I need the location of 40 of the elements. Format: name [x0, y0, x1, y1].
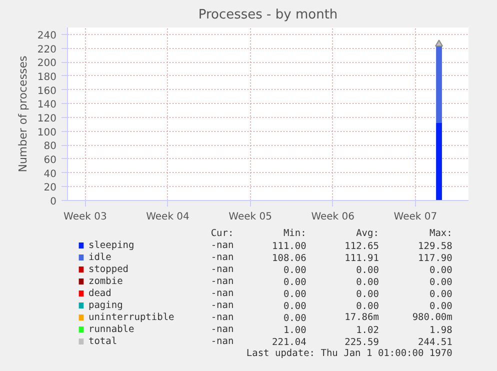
- text: -nan 111.00 112.65 129.58: [210, 240, 452, 252]
- legend-label: stopped: [88, 264, 129, 275]
- x-tick-label: Week 05: [228, 212, 272, 222]
- x-tick-label: Week 03: [64, 212, 107, 222]
- legend-label: sleeping: [88, 240, 134, 251]
- x-tick-label: Week 07: [394, 212, 438, 222]
- legend-label: paging: [88, 300, 123, 311]
- legend-label: zombie: [88, 276, 124, 287]
- y-axis-title: Number of processes: [16, 55, 30, 172]
- text: -nan 108.06 111.91 117.90: [210, 252, 452, 264]
- text: -nan 0.00 0.00 0.00: [210, 276, 452, 288]
- text: -nan 1.00 1.02 1.98: [210, 324, 452, 336]
- y-tick-label: 100: [37, 127, 57, 138]
- y-tick-label: 60: [44, 154, 57, 166]
- y-tick-label: 200: [37, 58, 57, 70]
- y-tick-label: 160: [37, 86, 57, 97]
- text: Last update: Thu Jan 1 01:00:00 1970: [246, 348, 453, 359]
- x-tick-label: Week 04: [146, 212, 190, 222]
- y-tick-label: 120: [37, 113, 57, 124]
- legend-label: total: [88, 336, 118, 347]
- y-tick-label: 140: [37, 100, 57, 111]
- y-tick-label: 0: [50, 196, 57, 208]
- legend-label: idle: [88, 252, 112, 263]
- y-tick-label: 40: [44, 168, 57, 180]
- legend-label: runnable: [88, 324, 135, 335]
- x-tick-label: Week 06: [311, 212, 355, 222]
- legend-label: uninterruptible: [88, 312, 175, 323]
- y-tick-label: 180: [37, 72, 57, 83]
- legend-label: dead: [88, 288, 112, 299]
- y-tick-label: 80: [44, 141, 57, 152]
- text: -nan 0.00 0.00 0.00: [210, 300, 452, 312]
- text: -nan 0.00 0.00 0.00: [210, 264, 452, 276]
- y-tick-label: 20: [44, 182, 57, 194]
- text: -nan 0.00 0.00 0.00: [210, 288, 452, 300]
- y-tick-label: 240: [37, 30, 57, 42]
- chart-title: Processes - by month: [198, 8, 338, 22]
- text: -nan 221.04 225.59 244.51: [210, 336, 452, 348]
- y-tick-label: 220: [37, 44, 57, 56]
- text: Cur: Min: Avg: Max:: [210, 228, 452, 239]
- text: -nan 0.00 17.86m 980.00m: [210, 312, 452, 324]
